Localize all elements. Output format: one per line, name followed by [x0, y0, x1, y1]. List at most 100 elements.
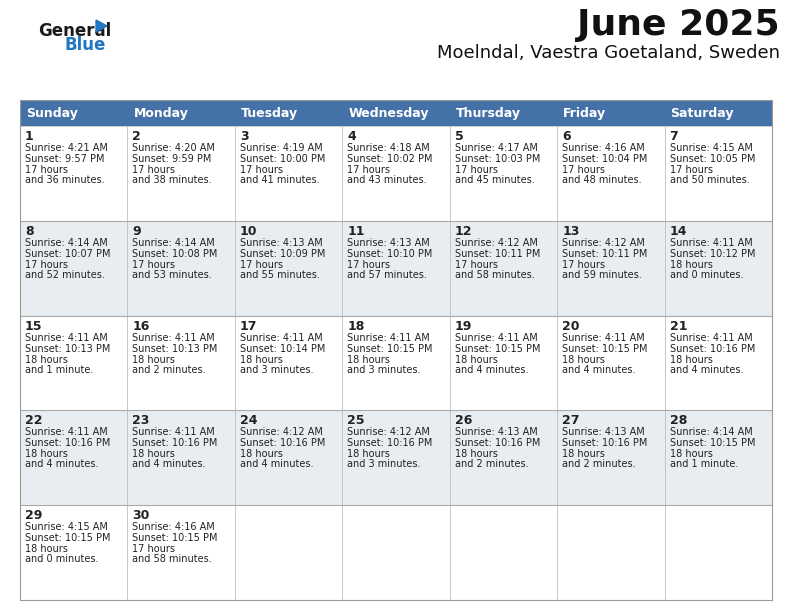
- Text: Moelndal, Vaestra Goetaland, Sweden: Moelndal, Vaestra Goetaland, Sweden: [437, 44, 780, 62]
- Text: Sunrise: 4:12 AM: Sunrise: 4:12 AM: [455, 238, 538, 248]
- Bar: [342, 505, 450, 600]
- Text: Sunset: 10:15 PM: Sunset: 10:15 PM: [669, 438, 755, 449]
- Text: 16: 16: [132, 319, 150, 332]
- Text: Tuesday: Tuesday: [241, 106, 298, 119]
- Text: Monday: Monday: [133, 106, 188, 119]
- Bar: [235, 221, 342, 316]
- Text: 15: 15: [25, 319, 43, 332]
- Text: 25: 25: [347, 414, 365, 427]
- Text: Sunset: 10:13 PM: Sunset: 10:13 PM: [132, 343, 218, 354]
- Text: 17 hours: 17 hours: [562, 165, 605, 175]
- Text: 28: 28: [669, 414, 687, 427]
- Text: 4: 4: [347, 130, 356, 143]
- Text: 17 hours: 17 hours: [25, 165, 68, 175]
- Text: Sunset: 10:15 PM: Sunset: 10:15 PM: [347, 343, 432, 354]
- Bar: [450, 100, 557, 126]
- Text: Sunrise: 4:11 AM: Sunrise: 4:11 AM: [455, 332, 538, 343]
- Text: Sunrise: 4:21 AM: Sunrise: 4:21 AM: [25, 143, 108, 153]
- Bar: [128, 411, 235, 505]
- Text: 19: 19: [455, 319, 472, 332]
- Bar: [128, 126, 235, 221]
- Text: General: General: [38, 22, 111, 40]
- Text: Sunset: 10:11 PM: Sunset: 10:11 PM: [562, 249, 648, 259]
- Text: 18 hours: 18 hours: [562, 449, 605, 460]
- Text: and 38 minutes.: and 38 minutes.: [132, 175, 212, 185]
- Text: and 1 minute.: and 1 minute.: [25, 365, 93, 375]
- Text: Sunset: 10:15 PM: Sunset: 10:15 PM: [132, 533, 218, 543]
- Text: 10: 10: [240, 225, 257, 238]
- Text: 17 hours: 17 hours: [132, 544, 176, 554]
- Text: Sunrise: 4:14 AM: Sunrise: 4:14 AM: [132, 238, 215, 248]
- Text: Sunrise: 4:15 AM: Sunrise: 4:15 AM: [669, 143, 752, 153]
- Text: Sunrise: 4:13 AM: Sunrise: 4:13 AM: [240, 238, 322, 248]
- Text: 17 hours: 17 hours: [132, 165, 176, 175]
- Text: Sunrise: 4:14 AM: Sunrise: 4:14 AM: [25, 238, 108, 248]
- Text: Sunrise: 4:19 AM: Sunrise: 4:19 AM: [240, 143, 322, 153]
- Bar: [664, 316, 772, 411]
- Text: and 0 minutes.: and 0 minutes.: [669, 270, 743, 280]
- Text: Sunrise: 4:12 AM: Sunrise: 4:12 AM: [240, 427, 322, 438]
- Text: and 4 minutes.: and 4 minutes.: [562, 365, 636, 375]
- Bar: [235, 126, 342, 221]
- Text: Sunset: 10:00 PM: Sunset: 10:00 PM: [240, 154, 326, 164]
- Text: and 4 minutes.: and 4 minutes.: [132, 460, 206, 469]
- Text: and 4 minutes.: and 4 minutes.: [240, 460, 314, 469]
- Text: Sunset: 10:04 PM: Sunset: 10:04 PM: [562, 154, 648, 164]
- Bar: [557, 316, 664, 411]
- Text: 17 hours: 17 hours: [240, 165, 283, 175]
- Text: 18 hours: 18 hours: [562, 354, 605, 365]
- Text: Thursday: Thursday: [455, 106, 520, 119]
- Bar: [664, 221, 772, 316]
- Text: and 3 minutes.: and 3 minutes.: [347, 460, 421, 469]
- Text: 17 hours: 17 hours: [562, 260, 605, 270]
- Text: 17 hours: 17 hours: [455, 165, 497, 175]
- Text: Blue: Blue: [64, 36, 105, 54]
- Text: and 4 minutes.: and 4 minutes.: [669, 365, 743, 375]
- Bar: [20, 126, 128, 221]
- Text: Sunset: 9:57 PM: Sunset: 9:57 PM: [25, 154, 105, 164]
- Bar: [342, 126, 450, 221]
- Bar: [450, 316, 557, 411]
- Text: Sunrise: 4:16 AM: Sunrise: 4:16 AM: [132, 522, 215, 532]
- Text: 6: 6: [562, 130, 571, 143]
- Text: and 52 minutes.: and 52 minutes.: [25, 270, 105, 280]
- Text: 18 hours: 18 hours: [240, 354, 283, 365]
- Text: Sunset: 10:16 PM: Sunset: 10:16 PM: [669, 343, 755, 354]
- Text: Sunrise: 4:15 AM: Sunrise: 4:15 AM: [25, 522, 108, 532]
- Bar: [557, 126, 664, 221]
- Text: 18 hours: 18 hours: [240, 449, 283, 460]
- Text: Sunset: 10:10 PM: Sunset: 10:10 PM: [347, 249, 432, 259]
- Text: 26: 26: [455, 414, 472, 427]
- Text: 17 hours: 17 hours: [455, 260, 497, 270]
- Text: 5: 5: [455, 130, 463, 143]
- Text: and 2 minutes.: and 2 minutes.: [455, 460, 528, 469]
- Text: and 53 minutes.: and 53 minutes.: [132, 270, 212, 280]
- Text: 18 hours: 18 hours: [455, 354, 497, 365]
- Text: 23: 23: [132, 414, 150, 427]
- Text: Sunrise: 4:20 AM: Sunrise: 4:20 AM: [132, 143, 215, 153]
- Text: Sunrise: 4:11 AM: Sunrise: 4:11 AM: [25, 332, 108, 343]
- Bar: [664, 126, 772, 221]
- Text: 18 hours: 18 hours: [455, 449, 497, 460]
- Bar: [342, 221, 450, 316]
- Bar: [557, 505, 664, 600]
- Text: 18 hours: 18 hours: [347, 449, 390, 460]
- Text: Sunset: 10:03 PM: Sunset: 10:03 PM: [455, 154, 540, 164]
- Text: Sunrise: 4:11 AM: Sunrise: 4:11 AM: [347, 332, 430, 343]
- Bar: [557, 100, 664, 126]
- Text: Sunset: 10:16 PM: Sunset: 10:16 PM: [240, 438, 326, 449]
- Bar: [664, 100, 772, 126]
- Text: 3: 3: [240, 130, 249, 143]
- Text: 22: 22: [25, 414, 43, 427]
- Text: Sunrise: 4:17 AM: Sunrise: 4:17 AM: [455, 143, 538, 153]
- Bar: [128, 100, 235, 126]
- Text: and 1 minute.: and 1 minute.: [669, 460, 738, 469]
- Bar: [342, 411, 450, 505]
- Text: 18 hours: 18 hours: [669, 449, 713, 460]
- Text: Sunrise: 4:11 AM: Sunrise: 4:11 AM: [25, 427, 108, 438]
- Text: Wednesday: Wednesday: [348, 106, 428, 119]
- Text: 8: 8: [25, 225, 33, 238]
- Text: Sunset: 9:59 PM: Sunset: 9:59 PM: [132, 154, 211, 164]
- Text: 24: 24: [240, 414, 257, 427]
- Text: and 4 minutes.: and 4 minutes.: [25, 460, 98, 469]
